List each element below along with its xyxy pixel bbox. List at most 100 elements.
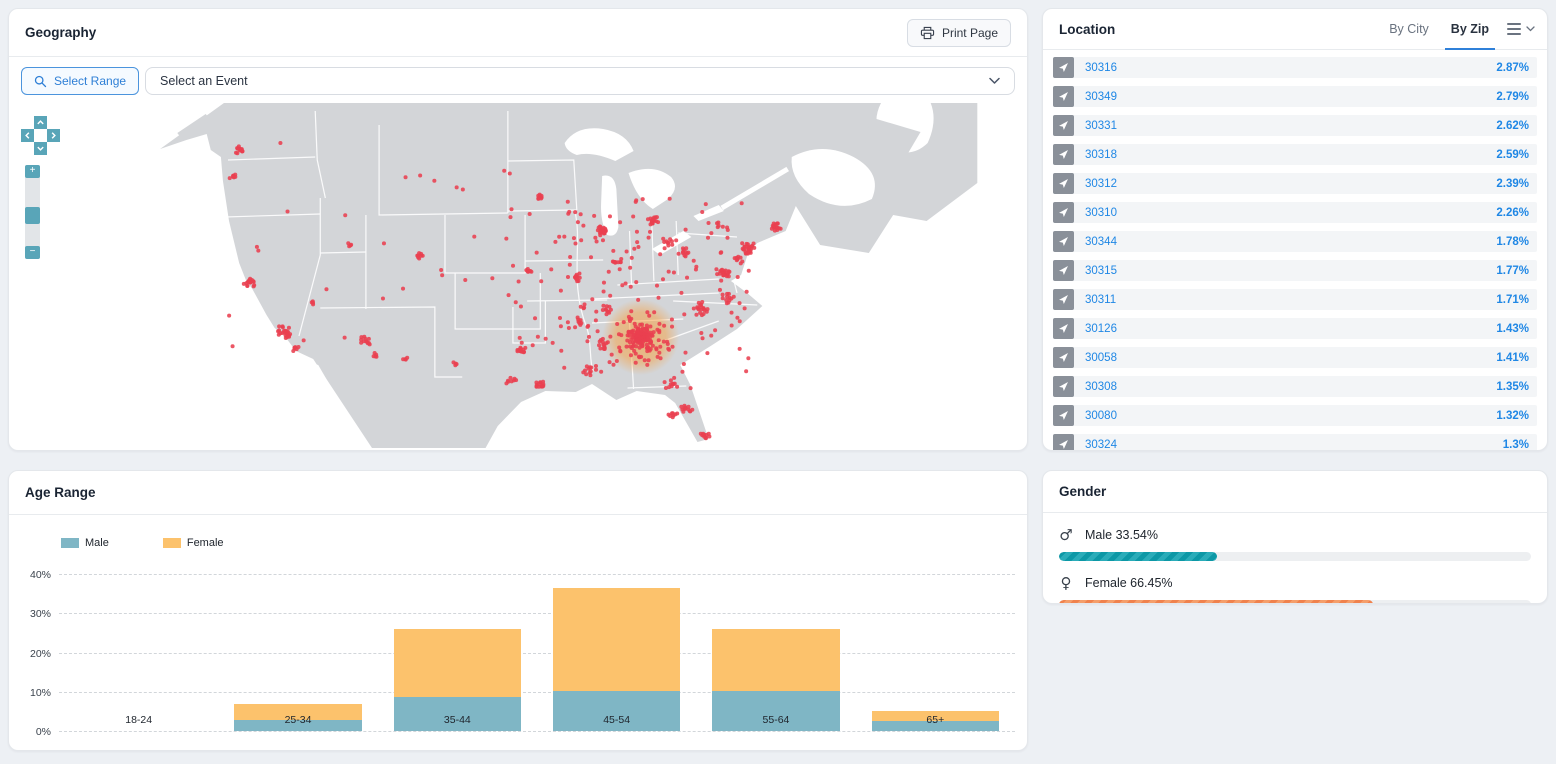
location-arrow-icon — [1053, 260, 1074, 281]
bar-group-55-64[interactable]: 55-64 — [696, 574, 855, 731]
zip-percentage: 2.39% — [1496, 177, 1529, 190]
water-cutouts — [305, 103, 934, 444]
zip-percentage: 2.79% — [1496, 90, 1529, 103]
location-row[interactable]: 30312 2.39% — [1053, 173, 1537, 194]
zip-link[interactable]: 30349 — [1085, 90, 1117, 103]
zip-link[interactable]: 30318 — [1085, 148, 1117, 161]
bar-segment-female — [552, 588, 681, 691]
location-tabs: By City By Zip — [1389, 9, 1496, 50]
location-arrow-icon — [1053, 434, 1074, 450]
location-row[interactable]: 30344 1.78% — [1053, 231, 1537, 252]
bar-segment-male — [234, 720, 362, 731]
legend-swatch — [61, 538, 79, 548]
event-select-dropdown[interactable]: Select an Event — [145, 67, 1015, 95]
pan-down-button[interactable] — [34, 142, 47, 155]
geography-panel: Geography Print Page Select Range Select… — [8, 8, 1028, 451]
location-row[interactable]: 30311 1.71% — [1053, 289, 1537, 310]
y-axis-tick: 30% — [29, 608, 51, 621]
chevron-left-icon — [25, 132, 30, 139]
location-row[interactable]: 30308 1.35% — [1053, 376, 1537, 397]
y-axis-tick: 0% — [35, 726, 51, 738]
male-progress-track — [1059, 552, 1531, 561]
location-menu-button[interactable] — [1507, 23, 1535, 35]
legend-label: Male — [85, 537, 109, 549]
gridline: 10% — [30, 687, 1015, 699]
location-row[interactable]: 30058 1.41% — [1053, 347, 1537, 368]
location-row[interactable]: 30318 2.59% — [1053, 144, 1537, 165]
location-row[interactable]: 30349 2.79% — [1053, 86, 1537, 107]
location-arrow-icon — [1053, 144, 1074, 165]
chevron-right-icon — [51, 132, 56, 139]
female-progress-fill — [1059, 600, 1373, 603]
zip-percentage: 1.77% — [1496, 264, 1529, 277]
y-axis-tick: 20% — [29, 647, 51, 660]
bar-group-65+[interactable]: 65+ — [856, 574, 1015, 731]
zoom-in-button[interactable]: + — [25, 165, 40, 178]
zip-link[interactable]: 30308 — [1085, 380, 1117, 393]
bar-group-45-54[interactable]: 45-54 — [537, 574, 696, 731]
bar-segment-female — [712, 628, 840, 691]
select-range-button[interactable]: Select Range — [21, 67, 140, 95]
chart-legend: Male Female — [61, 537, 224, 549]
tab-by-zip[interactable]: By Zip — [1444, 9, 1496, 50]
age-range-title: Age Range — [25, 485, 96, 500]
chevron-down-icon — [1526, 26, 1535, 32]
zip-link[interactable]: 30312 — [1085, 177, 1117, 190]
bar-group-18-24[interactable]: 18-24 — [59, 574, 218, 731]
age-range-panel: Age Range Male Female 0% 10% 20% 30% 40% 18-24… — [8, 470, 1028, 751]
zip-percentage: 2.59% — [1496, 148, 1529, 161]
zip-link[interactable]: 30080 — [1085, 409, 1117, 422]
location-row[interactable]: 30331 2.62% — [1053, 115, 1537, 136]
location-arrow-icon — [1053, 86, 1074, 107]
map-zoom-slider: + − — [25, 165, 40, 259]
female-icon: ♀ — [1060, 574, 1072, 592]
location-row[interactable]: 30324 1.3% — [1053, 434, 1537, 451]
river-shape — [720, 166, 790, 211]
zip-link[interactable]: 30310 — [1085, 206, 1117, 219]
location-arrow-icon — [1053, 289, 1074, 310]
location-arrow-icon — [1053, 57, 1074, 78]
zip-link[interactable]: 30324 — [1085, 438, 1117, 451]
bar-segment-male — [552, 690, 681, 731]
zoom-out-button[interactable]: − — [25, 246, 40, 259]
zip-link[interactable]: 30126 — [1085, 322, 1117, 335]
geography-title: Geography — [25, 25, 97, 40]
gender-header: Gender — [1043, 471, 1547, 513]
location-row[interactable]: 30080 1.32% — [1053, 405, 1537, 426]
zip-link[interactable]: 30315 — [1085, 264, 1117, 277]
bar-group-35-44[interactable]: 35-44 — [378, 574, 537, 731]
zip-link[interactable]: 30311 — [1085, 293, 1117, 306]
pan-up-button[interactable] — [34, 116, 47, 129]
location-row[interactable]: 30126 1.43% — [1053, 318, 1537, 339]
zip-percentage: 1.43% — [1496, 322, 1529, 335]
location-row[interactable]: 30310 2.26% — [1053, 202, 1537, 223]
chevron-up-icon — [37, 120, 44, 125]
search-icon — [34, 75, 47, 87]
zip-link[interactable]: 30316 — [1085, 61, 1117, 74]
zip-percentage: 2.87% — [1496, 61, 1529, 74]
pan-right-button[interactable] — [47, 129, 60, 142]
tab-by-city[interactable]: By City — [1389, 22, 1429, 36]
location-title: Location — [1059, 21, 1116, 37]
bar-segment-male — [712, 690, 840, 731]
category-label: 18-24 — [125, 714, 153, 726]
y-axis-tick: 40% — [29, 569, 51, 581]
location-row[interactable]: 30316 2.87% — [1053, 57, 1537, 78]
location-panel: Location By City By Zip 30316 2.87% 30349 2.… — [1042, 8, 1548, 451]
chart-plot-area: 0% 10% 20% 30% 40% 18-24 25-34 35-44 45-54 55-64 6… — [30, 569, 1015, 738]
location-list[interactable]: 30316 2.87% 30349 2.79% 30331 2.62% 30318 2.59%… — [1043, 50, 1547, 451]
print-page-button[interactable]: Print Page — [906, 18, 1011, 47]
map-area[interactable]: + − — [9, 103, 1027, 448]
female-progress-track — [1059, 600, 1531, 603]
print-page-label: Print Page — [941, 25, 998, 40]
zip-link[interactable]: 30058 — [1085, 351, 1117, 364]
zoom-slider-handle[interactable] — [25, 207, 40, 224]
zip-percentage: 1.32% — [1496, 409, 1529, 422]
zip-link[interactable]: 30344 — [1085, 235, 1117, 248]
zip-link[interactable]: 30331 — [1085, 119, 1117, 132]
zip-percentage: 2.62% — [1496, 119, 1529, 132]
location-row[interactable]: 30315 1.77% — [1053, 260, 1537, 281]
pan-left-button[interactable] — [21, 129, 34, 142]
bar-group-25-34[interactable]: 25-34 — [218, 574, 377, 731]
geography-toolbar: Select Range Select an Event — [9, 57, 1027, 103]
